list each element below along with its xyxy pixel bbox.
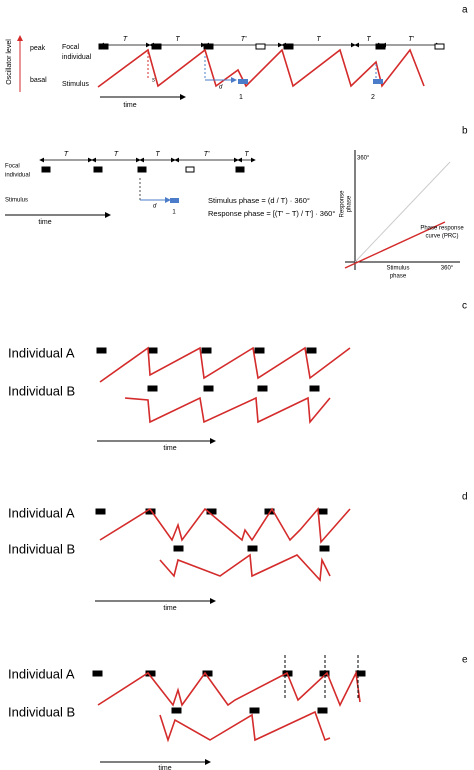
individual-label: Individual A [8, 345, 75, 360]
time-label: time [163, 605, 176, 612]
signal [96, 347, 107, 354]
focal-label: Focal [5, 164, 20, 170]
basal-label: basal [30, 77, 47, 84]
signal [98, 43, 109, 50]
individual-label: Individual B [8, 383, 75, 398]
delay-label: d [219, 85, 223, 91]
period-label: T' [241, 36, 247, 43]
time-label: time [158, 765, 171, 770]
s-label: s [152, 78, 155, 84]
event-number: 1 [239, 94, 243, 101]
period-label: T [114, 151, 119, 158]
signal [137, 166, 147, 173]
focal-label: Focal [62, 44, 80, 51]
signal [254, 347, 265, 354]
time-label: time [38, 219, 51, 226]
y-axis-label: Oscillator level [6, 39, 13, 85]
signal [203, 385, 214, 392]
signal [171, 707, 182, 714]
oscillation-a [99, 346, 351, 383]
signal [203, 43, 214, 50]
signal [247, 545, 258, 552]
signal [41, 166, 51, 173]
period-label: T [316, 36, 321, 43]
time-label: time [123, 102, 136, 109]
oscillation-a [99, 507, 351, 544]
prc-label: curve (PRC) [425, 234, 458, 240]
signal [309, 385, 320, 392]
individual-label: Individual A [8, 505, 75, 520]
formula: Stimulus phase = (d / T) · 360° [208, 196, 310, 205]
event-number: 2 [371, 94, 375, 101]
period-label: T [366, 36, 371, 43]
signal [306, 347, 317, 354]
peak-label: peak [30, 45, 46, 52]
stimulus [170, 198, 179, 203]
x-label: Stimulus [386, 266, 409, 272]
individual-label: Individual A [8, 666, 75, 681]
oscillation-b [124, 396, 331, 425]
x-label: phase [390, 274, 407, 280]
formula: Response phase = [(T' − T) / T'] · 360° [208, 209, 335, 218]
time-label: time [163, 445, 176, 452]
prc-line [344, 221, 446, 269]
signal [257, 385, 268, 392]
signal [201, 347, 212, 354]
stimulus-label: Stimulus [62, 81, 89, 88]
stimulus [238, 79, 248, 84]
period-label: T [155, 151, 160, 158]
focal-label: individual [5, 173, 30, 179]
signal [355, 670, 366, 677]
signal [151, 43, 162, 50]
signal [147, 347, 158, 354]
period-label: T' [204, 151, 210, 158]
y-max: 360° [357, 156, 370, 162]
signal [249, 707, 260, 714]
individual-label: Individual B [8, 541, 75, 556]
focal-label: individual [62, 54, 92, 61]
period-label: T' [408, 36, 414, 43]
signal [317, 508, 328, 515]
panel-label: b [462, 126, 468, 137]
signal [434, 43, 445, 50]
signal [235, 166, 245, 173]
period-label: T [244, 151, 249, 158]
delay-label: d [153, 204, 157, 210]
signal [255, 43, 266, 50]
oscillation-b [159, 553, 331, 582]
prc-label: Phase response [420, 226, 464, 232]
signal [92, 670, 103, 677]
stimulus-label: Stimulus [5, 198, 28, 204]
signal [173, 545, 184, 552]
event-number: 1 [172, 210, 176, 216]
y-label: phase [347, 195, 353, 212]
y-label: Response [340, 190, 346, 218]
x-max: 360° [441, 266, 454, 272]
period-label: T [123, 36, 128, 43]
signal [375, 43, 386, 50]
signal [147, 385, 158, 392]
signal [283, 43, 294, 50]
period-label: T [64, 151, 69, 158]
panel-label: e [462, 655, 468, 666]
oscillation [97, 48, 425, 88]
signal [93, 166, 103, 173]
signal [185, 166, 195, 173]
signal [317, 707, 328, 714]
signal [95, 508, 106, 515]
oscillation-b [159, 710, 331, 743]
panel-label: d [462, 492, 468, 503]
identity-line [354, 161, 451, 263]
signal [319, 545, 330, 552]
panel-label: a [462, 5, 468, 16]
individual-label: Individual B [8, 704, 75, 719]
oscillation-a [97, 670, 361, 707]
panel-label: c [462, 301, 467, 312]
period-label: T [175, 36, 180, 43]
stimulus [373, 79, 383, 84]
